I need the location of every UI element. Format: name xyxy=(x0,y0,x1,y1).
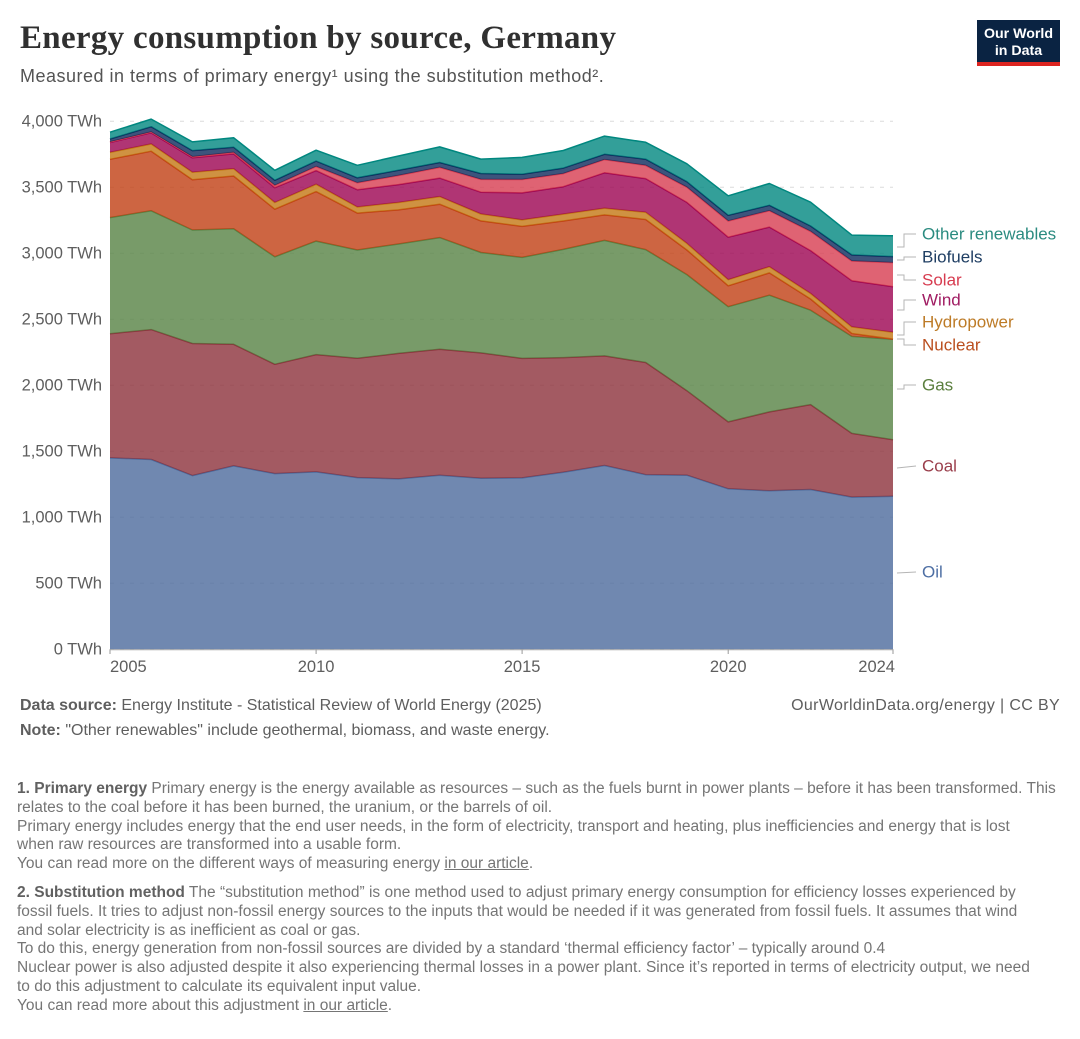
svg-text:1,500 TWh: 1,500 TWh xyxy=(22,443,102,461)
svg-text:Nuclear: Nuclear xyxy=(922,336,981,355)
svg-text:Other renewables: Other renewables xyxy=(922,225,1056,244)
svg-text:3,000 TWh: 3,000 TWh xyxy=(22,245,102,263)
svg-text:3,500 TWh: 3,500 TWh xyxy=(22,179,102,197)
svg-text:2020: 2020 xyxy=(710,658,747,676)
svg-text:2015: 2015 xyxy=(504,658,541,676)
svg-text:Solar: Solar xyxy=(922,271,962,290)
svg-text:1,000 TWh: 1,000 TWh xyxy=(22,509,102,527)
svg-text:Gas: Gas xyxy=(922,376,953,395)
svg-text:2024: 2024 xyxy=(858,658,895,676)
svg-text:Coal: Coal xyxy=(922,457,957,476)
svg-text:4,000 TWh: 4,000 TWh xyxy=(22,113,102,131)
svg-text:2010: 2010 xyxy=(298,658,335,676)
svg-text:500 TWh: 500 TWh xyxy=(35,575,102,593)
svg-text:Wind: Wind xyxy=(922,291,961,310)
svg-text:2,500 TWh: 2,500 TWh xyxy=(22,311,102,329)
svg-text:2005: 2005 xyxy=(110,658,147,676)
svg-text:2,000 TWh: 2,000 TWh xyxy=(22,377,102,395)
svg-text:0 TWh: 0 TWh xyxy=(54,641,102,659)
svg-text:Oil: Oil xyxy=(922,563,943,582)
svg-text:Hydropower: Hydropower xyxy=(922,313,1014,332)
svg-text:Biofuels: Biofuels xyxy=(922,248,982,267)
